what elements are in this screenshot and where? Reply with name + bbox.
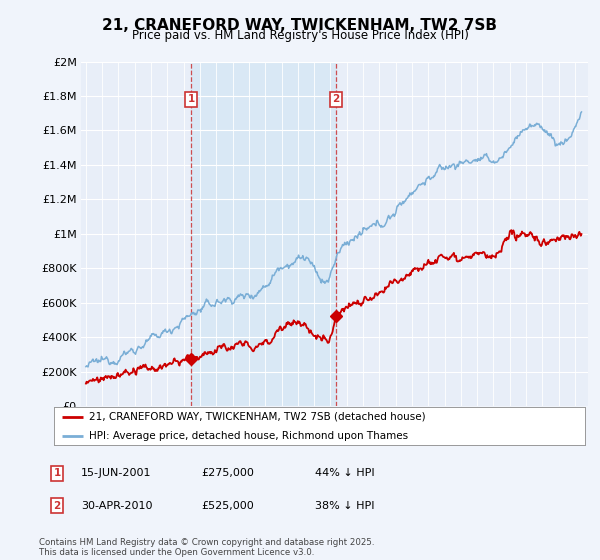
Text: 38% ↓ HPI: 38% ↓ HPI — [315, 501, 374, 511]
Text: HPI: Average price, detached house, Richmond upon Thames: HPI: Average price, detached house, Rich… — [89, 431, 407, 441]
Text: 21, CRANEFORD WAY, TWICKENHAM, TW2 7SB: 21, CRANEFORD WAY, TWICKENHAM, TW2 7SB — [103, 18, 497, 33]
Text: 30-APR-2010: 30-APR-2010 — [81, 501, 152, 511]
Text: 2: 2 — [332, 95, 340, 105]
Text: 15-JUN-2001: 15-JUN-2001 — [81, 468, 151, 478]
Text: 44% ↓ HPI: 44% ↓ HPI — [315, 468, 374, 478]
Text: 2: 2 — [53, 501, 61, 511]
Text: 1: 1 — [188, 95, 195, 105]
Text: 1: 1 — [53, 468, 61, 478]
Text: 21, CRANEFORD WAY, TWICKENHAM, TW2 7SB (detached house): 21, CRANEFORD WAY, TWICKENHAM, TW2 7SB (… — [89, 412, 425, 422]
Text: £525,000: £525,000 — [201, 501, 254, 511]
Text: Contains HM Land Registry data © Crown copyright and database right 2025.
This d: Contains HM Land Registry data © Crown c… — [39, 538, 374, 557]
Text: Price paid vs. HM Land Registry's House Price Index (HPI): Price paid vs. HM Land Registry's House … — [131, 29, 469, 42]
Bar — [191, 62, 336, 406]
Text: £275,000: £275,000 — [201, 468, 254, 478]
